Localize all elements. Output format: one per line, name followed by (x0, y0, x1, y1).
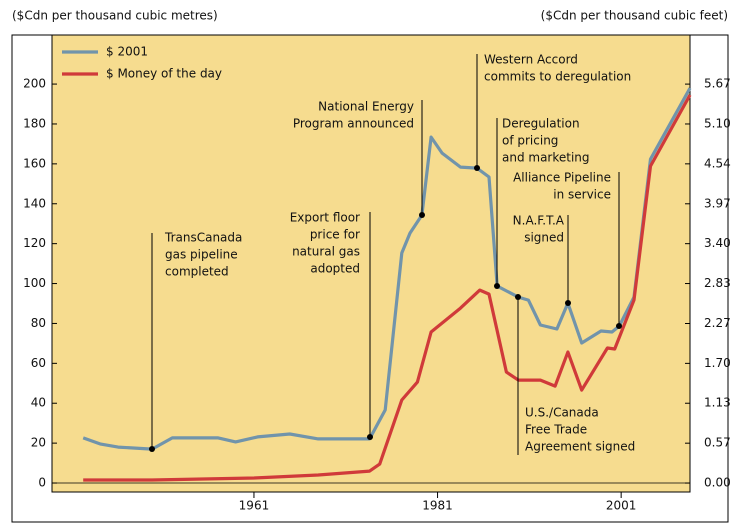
annotation-text: price for (310, 228, 360, 242)
y-tick-label: 60 (31, 356, 46, 370)
annotation-text: U.S./Canada (525, 406, 599, 420)
annotation-text: Deregulation (502, 117, 580, 131)
annotation-text: in service (553, 188, 611, 202)
annotation-dot (474, 165, 480, 171)
y2-tick-label: 0.57 (704, 436, 731, 450)
annotation-text: Free Trade (525, 423, 587, 437)
annotation-dot (515, 294, 521, 300)
x-tick-label: 2001 (606, 499, 637, 513)
series-line (82, 87, 692, 451)
annotation-text: and marketing (502, 151, 590, 165)
y2-tick-label: 1.13 (704, 396, 731, 410)
legend-label: $ 2001 (106, 45, 148, 59)
y2-tick-label: 2.83 (704, 276, 731, 290)
annotation-text: Agreement signed (525, 440, 635, 454)
annotation-dot (149, 446, 155, 452)
x-tick-label: 1981 (422, 499, 453, 513)
annotation-text: commits to deregulation (484, 70, 631, 84)
legend-label: $ Money of the day (106, 67, 222, 81)
y-tick-label: 40 (31, 396, 46, 410)
series-line (83, 94, 692, 482)
annotation-text: Alliance Pipeline (513, 171, 611, 185)
annotation-text: National Energy (318, 100, 414, 114)
annotation-text: Export floor (290, 211, 360, 225)
y2-tick-label: 3.40 (704, 236, 731, 250)
y-tick-label: 200 (23, 77, 46, 91)
annotation-text: Western Accord (484, 53, 578, 67)
y-tick-label: 0 (38, 476, 46, 490)
annotation-text: TransCanada (164, 231, 242, 245)
y-tick-label: 180 (23, 116, 46, 130)
y-tick-label: 140 (23, 196, 46, 210)
y-tick-label: 160 (23, 156, 46, 170)
annotation-text: of pricing (502, 134, 558, 148)
y2-tick-label: 1.70 (704, 356, 731, 370)
annotation-dot (367, 434, 373, 440)
y-tick-label: 100 (23, 276, 46, 290)
annotation-dot (419, 212, 425, 218)
y2-axis-label: ($Cdn per thousand cubic feet) (541, 9, 728, 23)
y2-tick-label: 5.67 (704, 77, 731, 91)
y2-tick-label: 2.27 (704, 316, 731, 330)
annotation-dot (494, 283, 500, 289)
y2-tick-label: 0.00 (704, 476, 731, 490)
y-tick-label: 120 (23, 236, 46, 250)
y2-tick-label: 5.10 (704, 116, 731, 130)
plot-area (51, 34, 691, 493)
annotation-text: gas pipeline (165, 248, 238, 262)
annotation-text: signed (524, 231, 564, 245)
annotation-dot (616, 323, 622, 329)
y-tick-label: 20 (31, 436, 46, 450)
annotation-text: adopted (310, 262, 360, 276)
annotation-text: Program announced (293, 117, 414, 131)
y-tick-label: 80 (31, 316, 46, 330)
x-tick-label: 1961 (239, 499, 270, 513)
annotation-text: natural gas (292, 245, 360, 259)
y2-tick-label: 3.97 (704, 196, 731, 210)
y2-tick-label: 4.54 (704, 156, 731, 170)
annotation-text: N.A.F.T.A (513, 214, 565, 228)
annotation-text: completed (165, 265, 229, 279)
y-axis-label: ($Cdn per thousand cubic metres) (12, 9, 218, 23)
annotation-dot (565, 300, 571, 306)
